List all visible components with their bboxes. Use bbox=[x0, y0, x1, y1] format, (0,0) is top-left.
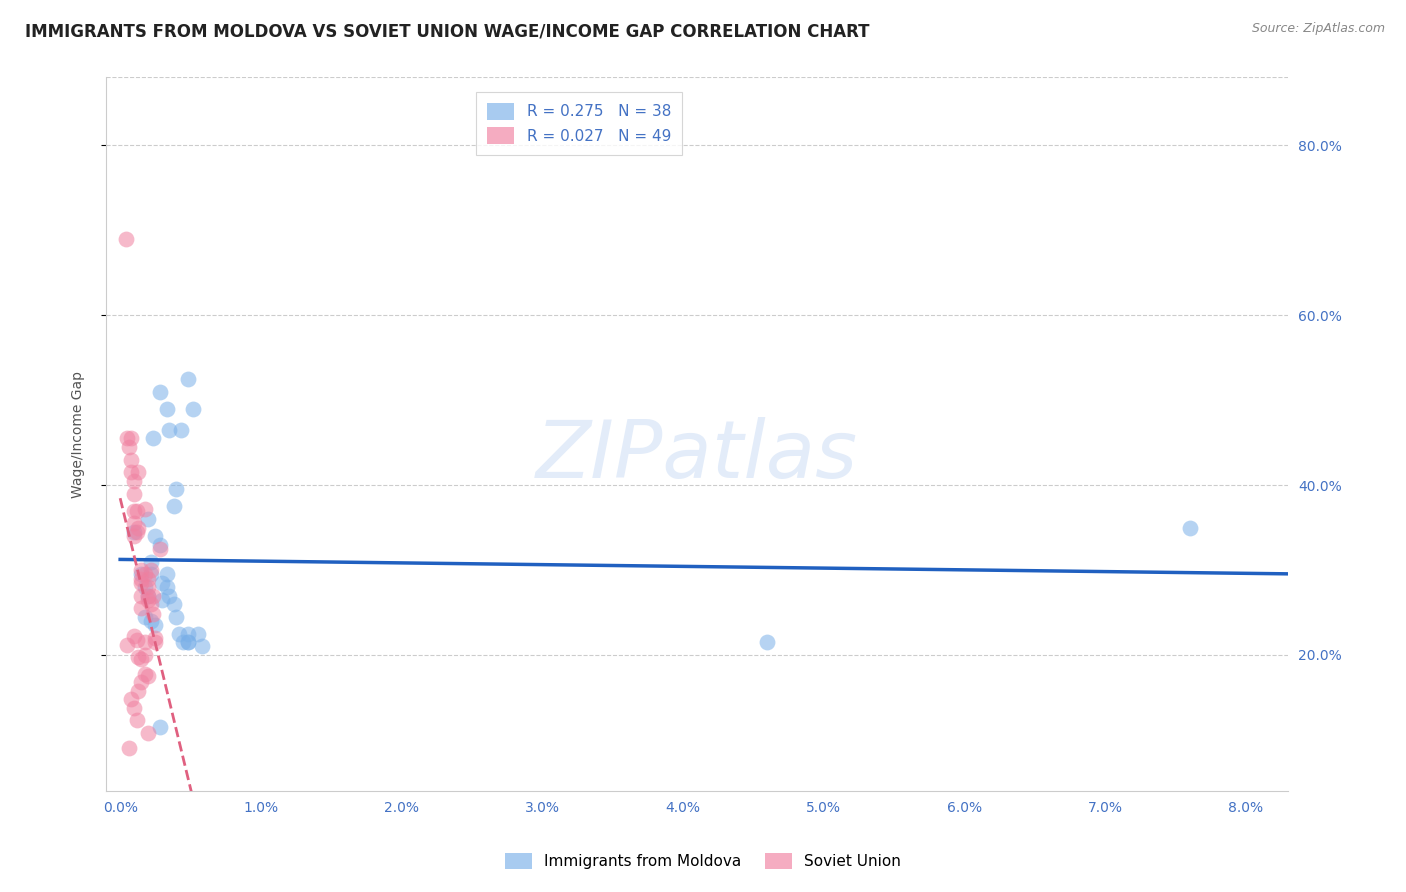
Point bbox=[129, 563, 152, 577]
Point bbox=[122, 516, 145, 531]
Point bbox=[136, 589, 159, 603]
Point bbox=[117, 741, 139, 756]
Point bbox=[127, 649, 149, 664]
Point bbox=[136, 589, 159, 603]
Point bbox=[183, 401, 205, 416]
Point bbox=[129, 572, 152, 586]
Point bbox=[115, 638, 138, 652]
Point bbox=[155, 580, 177, 594]
Point bbox=[143, 618, 166, 632]
Point bbox=[117, 440, 139, 454]
Point bbox=[141, 431, 163, 445]
Legend: R = 0.275   N = 38, R = 0.027   N = 49: R = 0.275 N = 38, R = 0.027 N = 49 bbox=[477, 92, 682, 154]
Legend: Immigrants from Moldova, Soviet Union: Immigrants from Moldova, Soviet Union bbox=[499, 847, 907, 875]
Point bbox=[129, 675, 152, 690]
Point bbox=[134, 567, 156, 582]
Point bbox=[136, 726, 159, 740]
Point bbox=[187, 626, 209, 640]
Point bbox=[143, 529, 166, 543]
Point bbox=[141, 589, 163, 603]
Point bbox=[155, 567, 177, 582]
Point bbox=[169, 423, 191, 437]
Point bbox=[165, 483, 187, 497]
Point bbox=[120, 466, 142, 480]
Y-axis label: Wage/Income Gap: Wage/Income Gap bbox=[72, 371, 86, 498]
Point bbox=[143, 635, 166, 649]
Text: IMMIGRANTS FROM MOLDOVA VS SOVIET UNION WAGE/INCOME GAP CORRELATION CHART: IMMIGRANTS FROM MOLDOVA VS SOVIET UNION … bbox=[25, 22, 870, 40]
Point bbox=[148, 541, 170, 556]
Point bbox=[139, 597, 162, 611]
Point bbox=[136, 669, 159, 683]
Point bbox=[129, 652, 152, 666]
Point bbox=[134, 580, 156, 594]
Point bbox=[129, 601, 152, 615]
Point bbox=[139, 563, 162, 577]
Point bbox=[148, 384, 170, 399]
Point bbox=[155, 401, 177, 416]
Point bbox=[157, 423, 180, 437]
Point bbox=[139, 567, 162, 582]
Point bbox=[122, 474, 145, 488]
Point bbox=[127, 466, 149, 480]
Point bbox=[127, 683, 149, 698]
Point bbox=[134, 648, 156, 662]
Point bbox=[122, 529, 145, 543]
Point bbox=[122, 524, 145, 539]
Point bbox=[129, 567, 152, 582]
Point bbox=[122, 629, 145, 643]
Point bbox=[120, 452, 142, 467]
Point bbox=[1178, 520, 1201, 534]
Point bbox=[167, 626, 190, 640]
Point bbox=[141, 607, 163, 622]
Point bbox=[134, 666, 156, 681]
Point bbox=[157, 589, 180, 603]
Text: Source: ZipAtlas.com: Source: ZipAtlas.com bbox=[1251, 22, 1385, 36]
Point bbox=[122, 486, 145, 500]
Point bbox=[148, 537, 170, 551]
Point bbox=[176, 626, 198, 640]
Point bbox=[125, 632, 148, 647]
Point bbox=[129, 575, 152, 590]
Point bbox=[125, 503, 148, 517]
Point bbox=[125, 714, 148, 728]
Point bbox=[176, 372, 198, 386]
Point bbox=[122, 503, 145, 517]
Point bbox=[114, 232, 136, 246]
Point bbox=[136, 580, 159, 594]
Point bbox=[120, 692, 142, 706]
Point bbox=[143, 631, 166, 645]
Point bbox=[134, 609, 156, 624]
Point bbox=[134, 635, 156, 649]
Point bbox=[122, 700, 145, 714]
Point bbox=[125, 524, 148, 539]
Point bbox=[162, 500, 184, 514]
Point bbox=[139, 614, 162, 628]
Point bbox=[129, 589, 152, 603]
Point bbox=[176, 635, 198, 649]
Point bbox=[162, 597, 184, 611]
Point bbox=[120, 431, 142, 445]
Text: ZIPatlas: ZIPatlas bbox=[536, 417, 858, 494]
Point bbox=[165, 609, 187, 624]
Point bbox=[150, 592, 173, 607]
Point bbox=[756, 635, 779, 649]
Point bbox=[136, 512, 159, 526]
Point bbox=[148, 720, 170, 734]
Point bbox=[150, 575, 173, 590]
Point bbox=[191, 640, 214, 654]
Point bbox=[136, 572, 159, 586]
Point bbox=[139, 555, 162, 569]
Point bbox=[127, 520, 149, 534]
Point bbox=[172, 635, 194, 649]
Point bbox=[115, 431, 138, 445]
Point bbox=[134, 501, 156, 516]
Point bbox=[176, 635, 198, 649]
Point bbox=[136, 592, 159, 607]
